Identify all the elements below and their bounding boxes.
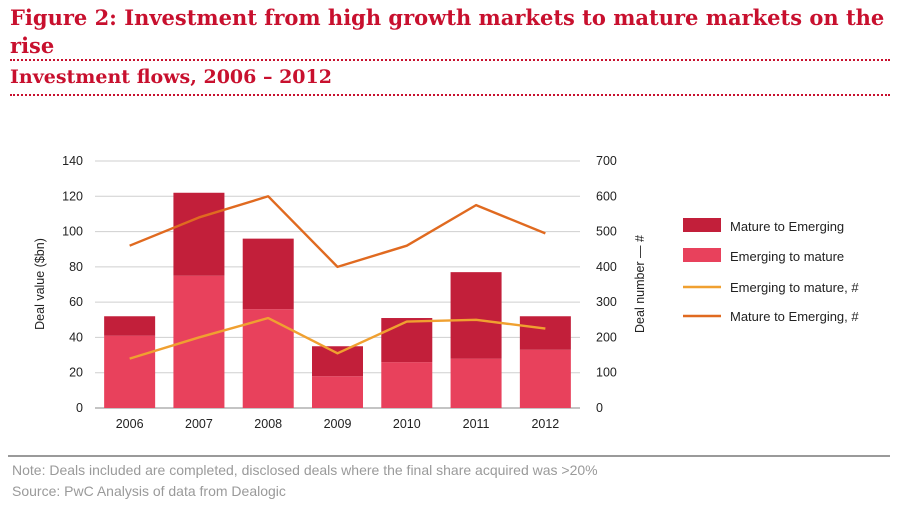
chart-bars — [104, 192, 571, 408]
legend-label: Mature to Emerging, # — [730, 309, 859, 324]
figure-title: Figure 2: Investment from high growth ma… — [10, 5, 885, 58]
legend-label: Emerging to mature, # — [730, 280, 859, 295]
y2-axis-title: Deal number — # — [633, 235, 647, 333]
footnote: Note: Deals included are completed, disc… — [12, 462, 598, 478]
x-tick-label: 2010 — [393, 417, 421, 431]
x-tick-label: 2006 — [116, 417, 144, 431]
y2-tick-label: 600 — [596, 189, 617, 203]
y-axis-title: Deal value ($bn) — [33, 238, 47, 330]
y-tick-label: 140 — [62, 154, 83, 168]
y-tick-label: 40 — [69, 330, 83, 344]
line-mature-to-emerging-count — [129, 195, 546, 269]
y2-tick-label: 700 — [596, 154, 617, 168]
bar-mature-to-emerging — [381, 318, 433, 363]
x-tick-label: 2009 — [324, 417, 352, 431]
y2-tick-label: 300 — [596, 295, 617, 309]
bar-emerging-to-mature — [312, 376, 363, 408]
y-tick-label: 80 — [69, 260, 83, 274]
footer-divider — [8, 455, 890, 457]
title-divider — [10, 59, 890, 61]
y2-tick-label: 500 — [596, 225, 617, 239]
x-tick-label: 2007 — [185, 417, 213, 431]
y-tick-label: 20 — [69, 366, 83, 380]
x-tick-label: 2008 — [254, 417, 282, 431]
bar-emerging-to-mature — [381, 362, 433, 408]
chart-legend: Mature to Emerging Emerging to mature Emer… — [683, 218, 859, 324]
bar-emerging-to-mature — [104, 335, 156, 408]
line-emerging-to-mature-count — [129, 316, 546, 360]
legend-label: Mature to Emerging — [730, 219, 844, 234]
bar-emerging-to-mature — [519, 349, 571, 408]
y-tick-label: 60 — [69, 295, 83, 309]
chart-lines — [129, 195, 546, 360]
y-tick-label: 120 — [62, 189, 83, 203]
bar-mature-to-emerging — [450, 272, 502, 359]
source-note: Source: PwC Analysis of data from Dealog… — [12, 483, 286, 499]
legend-swatch — [683, 218, 721, 232]
x-tick-label: 2011 — [463, 417, 490, 431]
bar-emerging-to-mature — [450, 358, 502, 408]
bar-mature-to-emerging — [519, 316, 571, 350]
y2-tick-label: 100 — [596, 366, 617, 380]
y-tick-label: 0 — [76, 401, 83, 415]
bar-mature-to-emerging — [312, 346, 363, 377]
y2-tick-label: 200 — [596, 330, 617, 344]
figure-subtitle: Investment flows, 2006 – 2012 — [10, 66, 332, 88]
legend-swatch — [683, 248, 721, 262]
x-tick-label: 2012 — [531, 417, 559, 431]
y2-tick-label: 0 — [596, 401, 603, 415]
chart-ticks: 0 20 40 60 80 100 120 140 0 100 200 300 400 500 600 700… — [62, 154, 617, 431]
bar-mature-to-emerging — [242, 238, 294, 310]
bar-mature-to-emerging — [104, 316, 156, 336]
y2-tick-label: 400 — [596, 260, 617, 274]
subtitle-divider — [10, 94, 890, 96]
bar-mature-to-emerging — [173, 192, 225, 276]
y-tick-label: 100 — [62, 225, 83, 239]
legend-label: Emerging to mature — [730, 249, 844, 264]
